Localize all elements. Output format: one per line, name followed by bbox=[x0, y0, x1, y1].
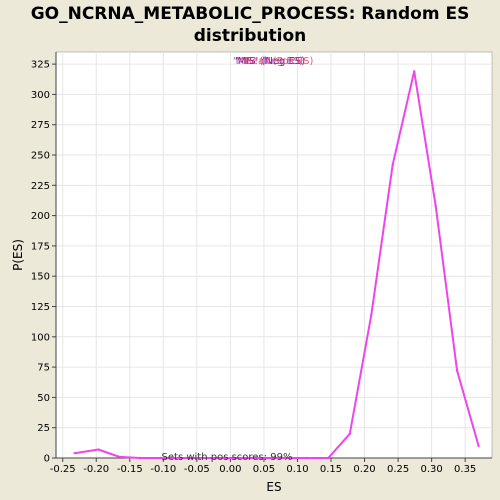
x-tick: 0.20 bbox=[353, 458, 376, 475]
x-tick-label: -0.25 bbox=[50, 464, 76, 475]
x-tick: -0.15 bbox=[117, 458, 143, 475]
y-tick: 0 bbox=[44, 454, 56, 465]
y-tick: 100 bbox=[31, 332, 56, 343]
x-tick-label: 0.35 bbox=[454, 464, 476, 475]
x-tick-label: 0.10 bbox=[286, 464, 308, 475]
series-group bbox=[73, 70, 480, 460]
y-tick: 150 bbox=[31, 272, 56, 283]
data-point bbox=[370, 313, 373, 317]
x-tick-label: 0.05 bbox=[253, 464, 275, 475]
x-tick-label: -0.20 bbox=[83, 464, 109, 475]
y-tick: 25 bbox=[37, 423, 56, 434]
legend-label-mis-c: 'MIS' (Neg ES) bbox=[233, 56, 303, 67]
plot-area bbox=[55, 51, 493, 459]
y-tick: 250 bbox=[31, 151, 56, 162]
data-point bbox=[434, 204, 437, 208]
y-tick: 275 bbox=[31, 120, 56, 131]
x-tick: -0.20 bbox=[83, 458, 109, 475]
x-tick-label: -0.10 bbox=[150, 464, 176, 475]
data-point bbox=[284, 456, 288, 460]
y-tick-label: 150 bbox=[31, 272, 50, 283]
y-tick-label: 50 bbox=[37, 393, 50, 404]
legend-label-mis-a: 'MIS' (Neg ES) bbox=[235, 56, 305, 67]
x-tick-label: 0.25 bbox=[387, 464, 409, 475]
y-tick-label: 250 bbox=[31, 151, 50, 162]
x-axis-ticks: -0.25 -0.20 -0.15 -0.10 -0.05 0.00 0.05 0.10 0.1… bbox=[50, 458, 476, 475]
y-tick-label: 275 bbox=[31, 120, 50, 131]
legend-label-real: 'Real' (Pos ES) bbox=[243, 56, 314, 67]
y-tick: 325 bbox=[31, 60, 56, 71]
y-tick-label: 0 bbox=[44, 454, 50, 465]
y-tick: 50 bbox=[37, 393, 56, 404]
y-tick-label: 200 bbox=[31, 211, 50, 222]
data-point bbox=[117, 455, 121, 458]
data-point bbox=[305, 456, 309, 460]
x-tick-label: 0.20 bbox=[353, 464, 375, 475]
y-tick: 125 bbox=[31, 302, 56, 313]
y-tick-label: 125 bbox=[31, 302, 50, 313]
legend: 'MIS' (Neg ES) 'Real' (Pos ES) 'MIS' (Ne… bbox=[233, 56, 314, 67]
y-axis-label: P(ES) bbox=[11, 239, 25, 271]
y-tick-label: 300 bbox=[31, 90, 50, 101]
data-point bbox=[180, 456, 184, 460]
data-point bbox=[327, 456, 330, 460]
data-point bbox=[243, 456, 246, 460]
data-point bbox=[222, 456, 225, 460]
x-tick-label: -0.15 bbox=[117, 464, 143, 475]
pos-scores-annotation: Sets with pos scores: 99% bbox=[162, 452, 293, 463]
data-point bbox=[348, 432, 351, 435]
y-tick-label: 325 bbox=[31, 60, 50, 71]
y-tick-label: 100 bbox=[31, 332, 50, 343]
chart-title-line-2: distribution bbox=[193, 26, 307, 46]
data-point bbox=[159, 456, 162, 460]
data-point bbox=[97, 448, 100, 451]
chart-title-line-1: GO_NCRNA_METABOLIC_PROCESS: Random ES bbox=[30, 4, 470, 24]
x-tick: 0.35 bbox=[454, 458, 476, 475]
data-point bbox=[264, 456, 267, 460]
data-point bbox=[412, 70, 416, 73]
x-tick-label: 0.15 bbox=[320, 464, 342, 475]
series-line bbox=[74, 70, 480, 459]
x-tick-label: -0.05 bbox=[184, 464, 210, 475]
x-tick: 0.15 bbox=[320, 458, 342, 475]
grid-lines bbox=[56, 52, 492, 459]
x-tick: -0.25 bbox=[50, 458, 76, 475]
y-tick-label: 75 bbox=[37, 363, 50, 374]
x-tick: 0.30 bbox=[420, 458, 443, 475]
data-point bbox=[201, 456, 205, 460]
y-tick-label: 225 bbox=[31, 181, 50, 192]
x-axis-label: ES bbox=[266, 480, 281, 494]
y-tick: 175 bbox=[31, 241, 56, 252]
x-tick-label: 0.30 bbox=[420, 464, 442, 475]
y-tick: 75 bbox=[37, 363, 56, 374]
data-point bbox=[455, 369, 459, 372]
x-tick: 0.25 bbox=[387, 458, 409, 475]
data-point bbox=[73, 451, 76, 455]
data-point bbox=[138, 456, 142, 460]
y-tick-label: 25 bbox=[37, 423, 50, 434]
y-tick-label: 175 bbox=[31, 241, 50, 252]
y-tick: 300 bbox=[31, 90, 56, 101]
data-point bbox=[477, 444, 480, 448]
y-axis-ticks: 0 25 50 75 100 125 150 175 200 225 250 275 300 325 bbox=[31, 60, 56, 465]
data-point bbox=[391, 163, 394, 166]
y-tick: 225 bbox=[31, 181, 56, 192]
x-tick-label: 0.00 bbox=[219, 464, 241, 475]
y-tick: 200 bbox=[31, 211, 56, 222]
